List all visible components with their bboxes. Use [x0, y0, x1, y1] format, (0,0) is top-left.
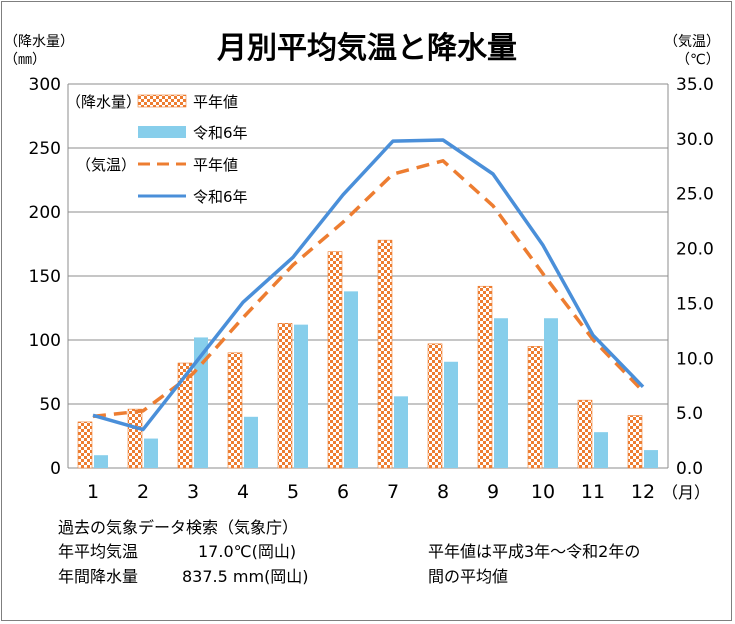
normal-period-note-1: 平年値は平成3年～令和2年の [428, 542, 640, 561]
legend-label-temp-r6: 令和6年 [193, 188, 248, 206]
precip-bars [77, 239, 658, 469]
bar-precip-r6 [344, 291, 358, 468]
temp-lines [92, 138, 645, 432]
source-note: 過去の気象データ検索（気象庁） [58, 518, 298, 537]
gridlines [67, 83, 669, 469]
legend-temp-group: （気温） [76, 156, 136, 174]
line-temp-normal [92, 159, 645, 419]
left-tick-label: 150 [29, 267, 61, 287]
left-tick-label: 250 [29, 139, 61, 159]
line-temp-r6 [92, 138, 645, 432]
x-tick-label: 5 [287, 481, 299, 503]
annual-precip-value: 837.5 mm(岡山) [182, 567, 309, 586]
legend-precip-group: （降水量） [66, 93, 141, 111]
bar-precip-normal [327, 251, 343, 469]
left-axis-label-1: （降水量） [4, 34, 74, 50]
legend-label-precip-normal: 平年値 [193, 93, 238, 111]
x-tick-label: 2 [137, 481, 149, 503]
bar-precip-normal [77, 421, 93, 469]
bar-precip-normal [527, 346, 543, 469]
left-tick-label: 200 [29, 203, 61, 223]
x-axis-unit: （月） [662, 483, 710, 502]
normal-period-note-2: 間の平均値 [428, 567, 508, 586]
x-tick-label: 9 [487, 481, 499, 503]
bar-precip-r6 [644, 450, 658, 468]
x-tick-label: 7 [387, 481, 399, 503]
chart-title: 月別平均気温と降水量 [217, 31, 517, 66]
right-tick-label: 10.0 [676, 349, 714, 369]
bar-precip-normal [577, 399, 593, 469]
x-tick-label: 11 [581, 481, 605, 503]
bar-precip-normal [277, 323, 293, 469]
left-tick-label: 0 [50, 459, 61, 479]
legend-swatch-precip-r6 [138, 126, 186, 138]
right-tick-label: 35.0 [676, 75, 714, 95]
bar-precip-normal [227, 352, 243, 469]
annual-temp-label: 年平均気温 [58, 542, 138, 561]
right-tick-label: 30.0 [676, 130, 714, 150]
footer-notes: 過去の気象データ検索（気象庁） 年平均気温 17.0℃(岡山) 年間降水量 83… [58, 518, 640, 586]
x-tick-label: 6 [337, 481, 349, 503]
left-tick-label: 100 [29, 331, 61, 351]
bar-precip-r6 [394, 396, 408, 468]
legend-swatch-precip-normal [137, 94, 187, 108]
bar-precip-r6 [144, 438, 158, 468]
legend-label-temp-normal: 平年値 [193, 156, 238, 174]
bar-precip-normal [377, 239, 393, 469]
left-axis-ticks: 0 50 100 150 200 250 300 [29, 75, 61, 479]
bar-precip-normal [127, 408, 143, 469]
bar-precip-r6 [194, 337, 208, 468]
bar-precip-normal [427, 343, 443, 469]
bar-precip-r6 [494, 318, 508, 468]
right-tick-label: 15.0 [676, 294, 714, 314]
x-tick-label: 12 [631, 481, 655, 503]
left-tick-label: 300 [29, 75, 61, 95]
bar-precip-r6 [544, 318, 558, 468]
left-axis-label-2: （㎜） [4, 52, 46, 68]
right-tick-label: 0.0 [676, 459, 703, 479]
x-tick-label: 4 [237, 481, 249, 503]
x-tick-label: 8 [437, 481, 449, 503]
right-axis-label-1: （気温） [664, 34, 720, 50]
annual-precip-label: 年間降水量 [58, 567, 138, 586]
left-tick-label: 50 [39, 395, 61, 415]
bar-precip-r6 [244, 416, 258, 468]
x-axis-ticks: 1 2 3 4 5 6 7 8 9 10 11 12 [87, 481, 655, 503]
x-tick-label: 10 [531, 481, 555, 503]
right-axis-label-2: （℃） [676, 52, 720, 68]
legend-label-precip-r6: 令和6年 [193, 124, 248, 142]
right-tick-label: 20.0 [676, 240, 714, 260]
bar-precip-normal [627, 415, 643, 469]
x-tick-label: 3 [187, 481, 199, 503]
bar-precip-r6 [94, 455, 108, 468]
x-tick-label: 1 [87, 481, 99, 503]
bar-precip-r6 [294, 324, 308, 468]
legend: （降水量） 平年値 令和6年 （気温） 平年値 令和6年 [66, 93, 248, 206]
right-tick-label: 5.0 [676, 404, 703, 424]
bar-precip-normal [177, 362, 193, 469]
right-axis-ticks: 0.0 5.0 10.0 15.0 20.0 25.0 30.0 35.0 [676, 75, 714, 479]
annual-temp-value: 17.0℃(岡山) [198, 542, 296, 561]
bar-precip-r6 [444, 361, 458, 468]
bar-precip-r6 [594, 432, 608, 468]
right-tick-label: 25.0 [676, 185, 714, 205]
bar-precip-normal [477, 285, 493, 469]
